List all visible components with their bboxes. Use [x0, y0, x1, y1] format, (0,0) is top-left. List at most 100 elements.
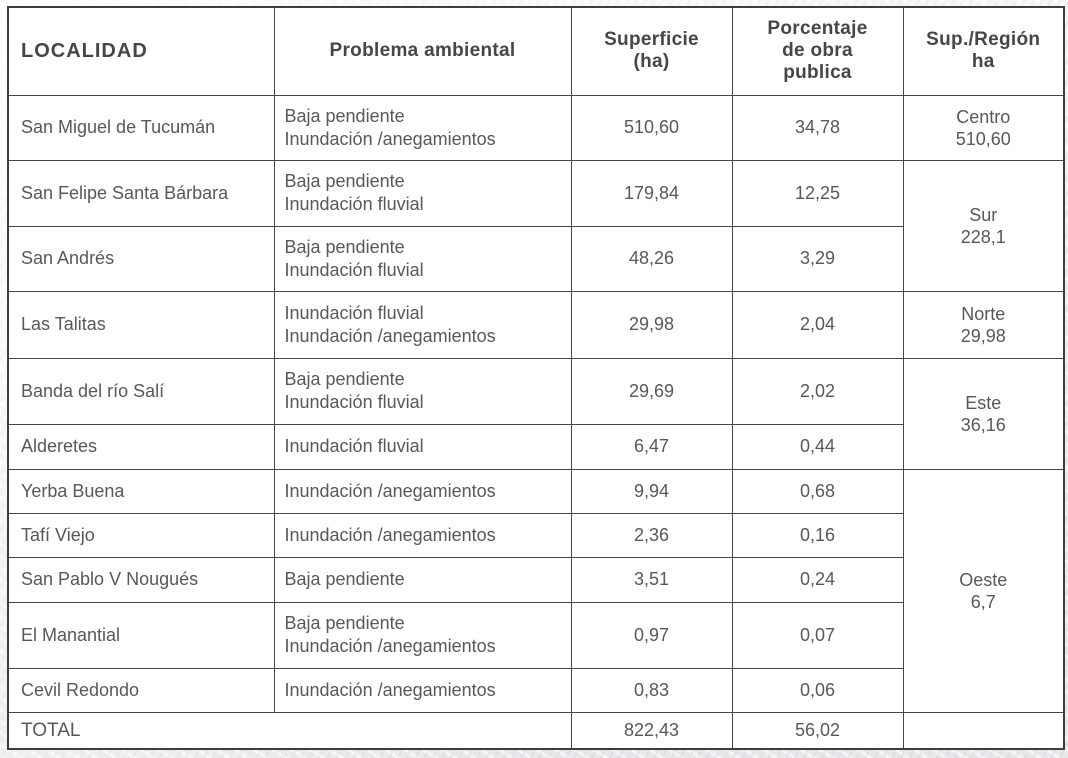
superficie-cell: 48,26 — [570, 225, 733, 292]
table-row-san-andres: San Andrés Baja pendiente Inundación flu… — [7, 225, 1064, 292]
region-cell-norte: Norte 29,98 — [902, 290, 1065, 359]
porcentaje-cell: 0,07 — [731, 601, 904, 669]
problema-line: Inundación fluvial — [284, 194, 424, 214]
superficie-cell: 2,36 — [570, 512, 733, 558]
problema-cell: Inundación fluvial Inundación /anegamien… — [273, 290, 572, 359]
problema-cell: Inundación /anegamientos — [273, 667, 572, 713]
problema-cell: Baja pendiente Inundación fluvial — [273, 357, 572, 425]
region-value: 36,16 — [960, 414, 1006, 435]
problema-line: Inundación /anegamientos — [284, 636, 496, 656]
region-cell-centro: Centro 510,60 — [902, 94, 1065, 161]
problema-line: Inundación /anegamientos — [284, 325, 496, 346]
region-name: Centro — [956, 106, 1011, 127]
region-name: Este — [965, 392, 1002, 413]
superficie-cell: 6,47 — [570, 423, 733, 470]
region-name: Norte — [961, 303, 1006, 324]
problema-cell: Baja pendiente — [273, 556, 572, 603]
problema-line: Baja pendiente — [284, 236, 405, 257]
problema-line: Baja pendiente — [284, 105, 405, 126]
superficie-cell: 9,94 — [570, 468, 733, 514]
total-region-empty-cell — [902, 711, 1065, 750]
superficie-cell: 29,98 — [570, 290, 733, 359]
localidad-cell: Yerba Buena — [7, 468, 275, 514]
column-header-problema-ambiental: Problema ambiental — [273, 6, 572, 96]
problema-line: Baja pendiente — [284, 171, 405, 191]
problema-cell: Baja pendiente Inundación fluvial — [273, 159, 572, 227]
problema-line: Inundación /anegamientos — [284, 480, 496, 501]
region-cell-oeste: Oeste 6,7 — [902, 468, 1065, 713]
region-cell-sur: Sur 228,1 — [902, 159, 1065, 292]
problema-cell: Inundación /anegamientos — [273, 468, 572, 514]
porcentaje-cell: 0,06 — [731, 667, 904, 713]
localidad-cell: San Pablo V Nougués — [7, 556, 275, 603]
superficie-cell: 510,60 — [570, 94, 733, 161]
problema-line: Inundación fluvial — [284, 392, 424, 412]
localities-table: LOCALIDAD Problema ambiental Superficie … — [7, 6, 1065, 750]
total-label-cell: TOTAL — [7, 711, 572, 750]
header-line: publica — [783, 62, 852, 84]
header-line: Superficie — [604, 29, 699, 51]
problema-line: Inundación /anegamientos — [284, 679, 496, 700]
porcentaje-cell: 34,78 — [731, 94, 904, 161]
column-header-sup-region: Sup./Región ha — [902, 6, 1065, 96]
problema-line: Baja pendiente — [284, 569, 405, 589]
table-row-las-talitas: Las Talitas Inundación fluvial Inundació… — [7, 290, 1065, 359]
column-header-porcentaje-obra-publica: Porcentaje de obra publica — [731, 6, 904, 96]
region-value: 228,1 — [960, 226, 1006, 247]
header-line: Porcentaje — [767, 18, 868, 40]
superficie-cell: 3,51 — [570, 556, 733, 603]
localidad-cell: El Manantial — [7, 601, 275, 669]
problema-line: Inundación fluvial — [284, 259, 424, 280]
header-line: de obra — [782, 40, 853, 62]
localidad-cell: San Miguel de Tucumán — [7, 94, 275, 161]
localidad-cell: San Felipe Santa Bárbara — [7, 159, 275, 227]
superficie-cell: 0,83 — [570, 667, 733, 713]
problema-line: Baja pendiente — [284, 369, 405, 389]
table-row-alderetes: Alderetes Inundación fluvial 6,47 0,44 — [7, 423, 1064, 470]
porcentaje-cell: 0,24 — [731, 556, 904, 603]
total-superficie-cell: 822,43 — [570, 711, 733, 750]
problema-cell: Inundación /anegamientos — [273, 512, 572, 558]
superficie-cell: 0,97 — [570, 601, 733, 669]
localidad-cell: Tafí Viejo — [7, 512, 275, 558]
problema-line: Inundación fluvial — [284, 302, 424, 323]
header-row: LOCALIDAD Problema ambiental Superficie … — [7, 6, 1065, 96]
problema-line: Inundación fluvial — [284, 436, 424, 456]
table-row-yerba-buena: Yerba Buena Inundación /anegamientos 9,9… — [7, 468, 1065, 713]
porcentaje-cell: 0,68 — [731, 468, 904, 514]
problema-line: Inundación /anegamientos — [284, 524, 496, 545]
total-porcentaje-cell: 56,02 — [731, 711, 904, 750]
region-value: 6,7 — [970, 591, 996, 612]
problema-line: Inundación /anegamientos — [284, 128, 496, 149]
localidad-cell: San Andrés — [7, 225, 275, 292]
porcentaje-cell: 2,02 — [731, 357, 904, 425]
table-row-san-felipe: San Felipe Santa Bárbara Baja pendiente … — [7, 159, 1065, 292]
localidad-cell: Alderetes — [7, 423, 275, 470]
header-line: ha — [971, 51, 995, 73]
region-cell-este: Este 36,16 — [902, 357, 1065, 470]
superficie-cell: 179,84 — [570, 159, 733, 227]
problema-cell: Baja pendiente Inundación fluvial — [273, 225, 572, 292]
region-value: 29,98 — [960, 325, 1006, 346]
table-row-total: TOTAL 822,43 56,02 — [7, 711, 1065, 750]
superficie-cell: 29,69 — [570, 357, 733, 425]
table-row-san-miguel: San Miguel de Tucumán Baja pendiente Inu… — [7, 94, 1065, 161]
problema-cell: Baja pendiente Inundación /anegamientos — [273, 94, 572, 161]
localidad-cell: Cevil Redondo — [7, 667, 275, 713]
porcentaje-cell: 0,44 — [731, 423, 904, 470]
porcentaje-cell: 2,04 — [731, 290, 904, 359]
localidad-cell: Las Talitas — [7, 290, 275, 359]
problema-line: Baja pendiente — [284, 613, 405, 633]
porcentaje-cell: 12,25 — [731, 159, 904, 227]
region-value: 510,60 — [955, 128, 1011, 149]
porcentaje-cell: 3,29 — [731, 225, 904, 292]
table-row-banda-del-rio-sali: Banda del río Salí Baja pendiente Inunda… — [7, 357, 1065, 470]
problema-cell: Inundación fluvial — [273, 423, 572, 470]
region-name: Oeste — [959, 569, 1008, 590]
porcentaje-cell: 0,16 — [731, 512, 904, 558]
header-line: Sup./Región — [926, 29, 1041, 51]
column-header-superficie: Superficie (ha) — [570, 6, 733, 96]
header-line: (ha) — [633, 51, 670, 73]
table-row-el-manantial: El Manantial Baja pendiente Inundación /… — [7, 601, 1064, 669]
